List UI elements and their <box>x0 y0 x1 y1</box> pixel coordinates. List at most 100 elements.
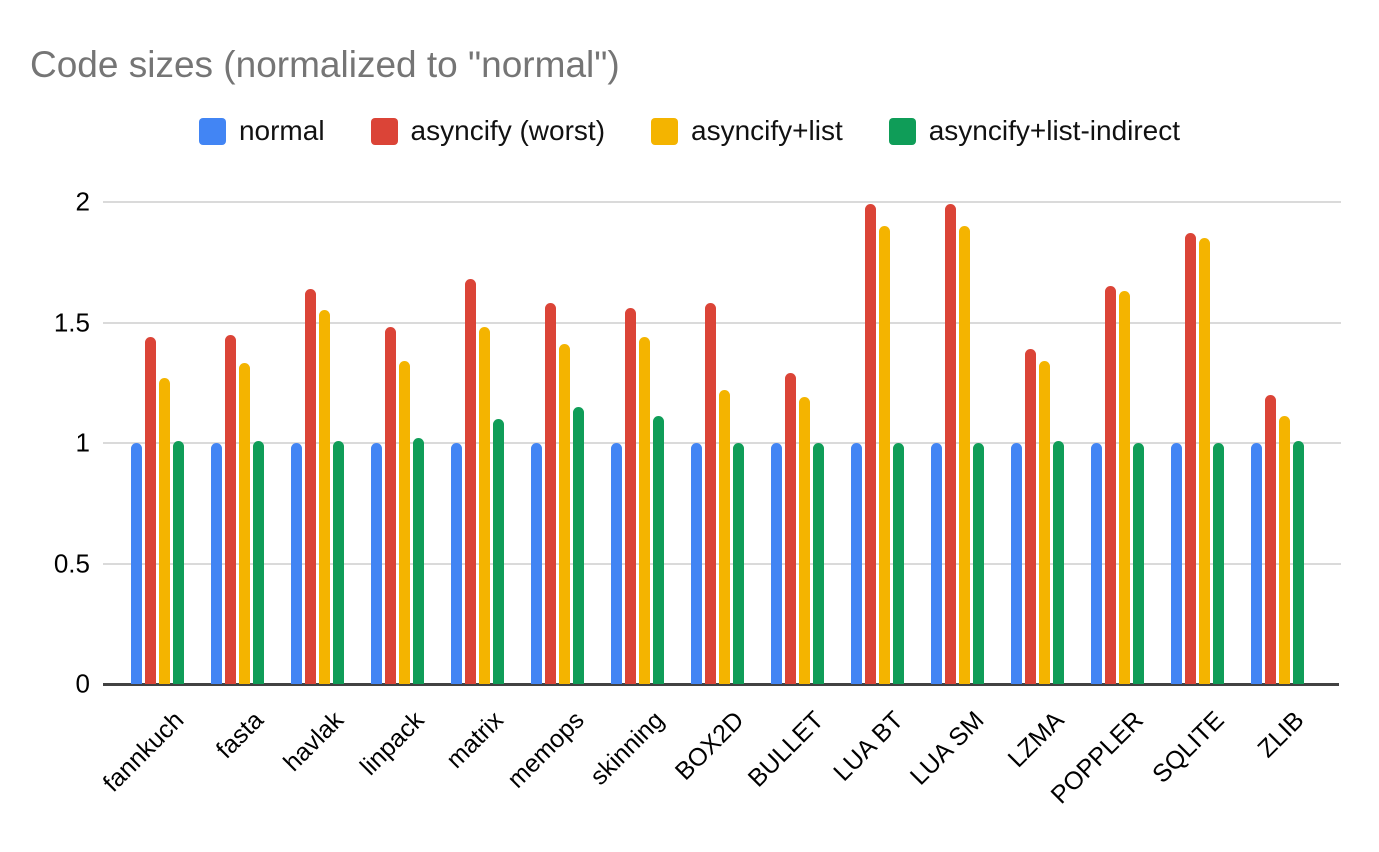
bar-asyncify-list <box>639 337 650 684</box>
bar-asyncify-list <box>1199 238 1210 684</box>
bar-normal <box>531 443 542 684</box>
bar-asyncify-list-indirect <box>573 407 584 684</box>
legend-swatch-icon <box>651 117 679 145</box>
bar-asyncify-list-indirect <box>973 443 984 684</box>
bar-group <box>691 202 744 684</box>
y-axis-tick-label: 1.5 <box>53 307 90 337</box>
bar-group <box>131 202 184 684</box>
bar-asyncify-list-indirect <box>1293 441 1304 684</box>
bar-asyncify-list <box>799 397 810 684</box>
x-axis-category-label: skinning <box>584 706 670 791</box>
bar-asyncify-worst <box>1185 233 1196 684</box>
bar-asyncify-worst <box>1265 395 1276 684</box>
bar-asyncify-list <box>559 344 570 684</box>
y-axis-tick-label: 1 <box>75 427 90 458</box>
bar-asyncify-worst <box>305 289 316 684</box>
bar-asyncify-list <box>719 390 730 684</box>
gridline <box>103 321 1341 324</box>
bar-group <box>1011 202 1064 684</box>
x-axis-baseline <box>103 683 1339 686</box>
legend-swatch-icon <box>198 117 226 145</box>
bar-group <box>771 202 824 684</box>
bar-group <box>211 202 264 684</box>
bar-group <box>291 202 344 684</box>
y-axis-tick-label: 0.5 <box>53 548 90 578</box>
legend-item-label: asyncify (worst) <box>410 115 606 146</box>
bar-group <box>1171 202 1224 684</box>
bar-asyncify-list-indirect <box>813 443 824 684</box>
bar-normal <box>611 443 622 684</box>
bar-asyncify-list-indirect <box>653 416 664 684</box>
bar-asyncify-worst <box>625 308 636 684</box>
bar-normal <box>451 443 462 684</box>
bar-asyncify-worst <box>145 337 156 684</box>
bar-asyncify-worst <box>865 204 876 684</box>
bar-group <box>851 202 904 684</box>
bar-normal <box>291 443 302 684</box>
bar-asyncify-list <box>319 310 330 684</box>
bar-normal <box>371 443 382 684</box>
bar-normal <box>1251 443 1262 684</box>
bar-group <box>371 202 424 684</box>
bar-normal <box>211 443 222 684</box>
bar-asyncify-list-indirect <box>893 443 904 684</box>
bar-asyncify-list <box>959 226 970 684</box>
bar-asyncify-worst <box>945 204 956 684</box>
bar-group <box>611 202 664 684</box>
bar-group <box>451 202 504 684</box>
bar-asyncify-list-indirect <box>173 441 184 684</box>
bar-asyncify-list-indirect <box>1133 443 1144 684</box>
bar-normal <box>1011 443 1022 684</box>
bar-asyncify-list-indirect <box>733 443 744 684</box>
bar-asyncify-list <box>1119 291 1130 684</box>
legend-swatch-icon <box>888 117 916 145</box>
bar-asyncify-list <box>399 361 410 684</box>
legend-item-normal: normal <box>198 115 325 147</box>
bar-asyncify-list <box>1279 416 1290 684</box>
x-axis-category-label: BULLET <box>742 706 830 793</box>
bar-asyncify-worst <box>225 335 236 684</box>
x-axis-category-label: SQLITE <box>1146 706 1230 789</box>
y-axis-tick-label: 0 <box>75 668 90 699</box>
legend-item-asyncify-list-indirect: asyncify+list-indirect <box>888 115 1181 147</box>
legend-item-asyncify-list: asyncify+list <box>651 115 843 147</box>
x-axis-category-label: BOX2D <box>669 706 750 786</box>
bar-asyncify-worst <box>1025 349 1036 684</box>
bar-asyncify-list-indirect <box>413 438 424 684</box>
legend: normal asyncify (worst) asyncify+list async… <box>0 114 1379 148</box>
bar-asyncify-worst <box>465 279 476 684</box>
legend-item-label: asyncify+list-indirect <box>928 115 1181 146</box>
bar-group <box>531 202 584 684</box>
bar-normal <box>1171 443 1182 684</box>
bar-group <box>1251 202 1304 684</box>
y-axis-tick-label: 2 <box>75 186 90 217</box>
bar-asyncify-list <box>479 327 490 684</box>
bar-normal <box>1091 443 1102 684</box>
x-axis-category-label: matrix <box>441 706 510 774</box>
bar-asyncify-list-indirect <box>1053 441 1064 684</box>
bar-group <box>931 202 984 684</box>
x-axis-category-label: memops <box>501 706 590 794</box>
x-axis-category-label: ZLIB <box>1252 706 1310 764</box>
bar-asyncify-list-indirect <box>253 441 264 684</box>
bar-asyncify-list-indirect <box>1213 443 1224 684</box>
x-axis-category-label: LUA SM <box>904 706 990 791</box>
x-axis-category-label: fasta <box>211 706 270 765</box>
x-axis-category-label: linpack <box>354 706 430 781</box>
legend-item-asyncify-worst: asyncify (worst) <box>370 115 606 147</box>
bar-asyncify-worst <box>385 327 396 684</box>
gridline <box>103 201 1341 203</box>
x-axis-category-label: havlak <box>278 706 350 777</box>
x-axis-category-label: LZMA <box>1002 706 1070 773</box>
bar-asyncify-list-indirect <box>493 419 504 684</box>
bar-normal <box>771 443 782 684</box>
x-axis-category-label: fannkuch <box>97 706 190 798</box>
bar-asyncify-worst <box>1105 286 1116 684</box>
legend-item-label: normal <box>238 115 325 146</box>
bar-asyncify-list <box>879 226 890 684</box>
bar-group <box>1091 202 1144 684</box>
bar-asyncify-list-indirect <box>333 441 344 684</box>
bar-normal <box>691 443 702 684</box>
bar-asyncify-list <box>239 363 250 684</box>
bar-asyncify-worst <box>545 303 556 684</box>
